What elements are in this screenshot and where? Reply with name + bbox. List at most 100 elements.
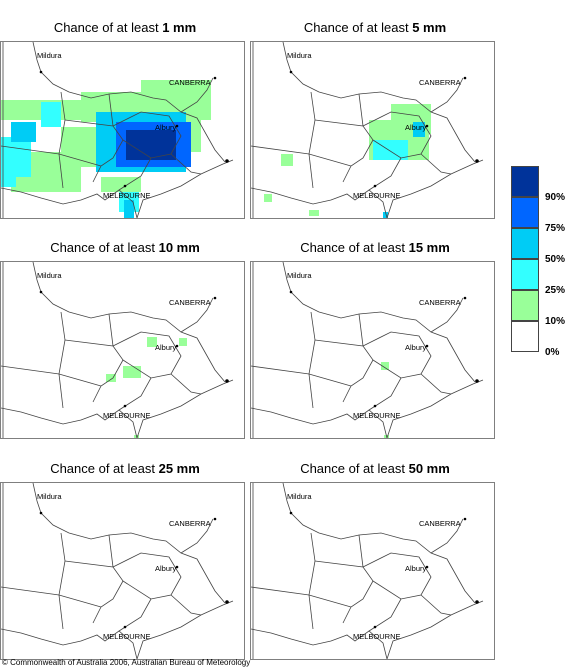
boundary-line [308, 532, 316, 630]
city-label-mildura: Mildura [287, 51, 312, 60]
city-dot [289, 70, 293, 74]
boundary-line [1, 159, 234, 218]
boundary-line [1, 145, 102, 167]
city-label-albury: Albury [155, 123, 177, 132]
city-dot [425, 124, 429, 128]
probability-cell [281, 154, 293, 166]
legend-label: 0% [545, 347, 560, 358]
boundary-line [180, 77, 214, 113]
probability-legend: 90% 75% 50% 25% 10% 0% [511, 166, 570, 366]
city-dot [123, 404, 127, 408]
boundary-line [112, 552, 182, 600]
city-dot [373, 184, 377, 188]
boundary-line [430, 77, 464, 113]
city-dot [373, 625, 377, 629]
victoria-map: Mildura CANBERRA Albury MELBOURNE [251, 483, 484, 659]
city-dot [39, 511, 43, 515]
legend-swatch-0 [511, 321, 539, 352]
city-label-melbourne: MELBOURNE [353, 632, 401, 641]
boundary-line [1, 586, 102, 608]
city-dot [123, 625, 127, 629]
legend-label: 75% [545, 223, 566, 234]
boundary-line [251, 600, 484, 659]
probability-cell [413, 122, 425, 137]
probability-cell [123, 366, 141, 378]
probability-cell [264, 194, 272, 202]
boundary-line [420, 373, 452, 395]
boundary-line [358, 313, 364, 347]
legend-swatch-10 [511, 290, 539, 321]
probability-cell [179, 338, 187, 346]
map-frame: Mildura CANBERRA Albury MELBOURNE [0, 41, 245, 219]
boundary-line [1, 365, 102, 387]
probability-cell [124, 200, 134, 218]
city-dot [175, 344, 179, 348]
map-frame: Mildura CANBERRA Albury MELBOURNE [0, 261, 245, 439]
map-frame: Mildura CANBERRA Albury MELBOURNE [250, 261, 495, 439]
city-dot [213, 296, 217, 300]
victoria-map: Mildura CANBERRA Albury MELBOURNE [1, 483, 234, 659]
city-label-albury: Albury [155, 343, 177, 352]
panel-title: Chance of at least 15 mm [300, 240, 450, 255]
map-frame: Mildura CANBERRA Albury MELBOURNE [250, 482, 495, 660]
boundary-line [1, 379, 234, 438]
city-label-melbourne: MELBOURNE [103, 411, 151, 420]
probability-cells [381, 362, 389, 438]
city-dot [463, 517, 467, 521]
legend-label: 90% [545, 192, 566, 203]
legend-label: 10% [545, 316, 566, 327]
boundary-line [180, 518, 214, 554]
city-dot [463, 76, 467, 80]
city-label-melbourne: MELBOURNE [353, 191, 401, 200]
boundary-line [64, 119, 124, 183]
city-label-mildura: Mildura [37, 51, 62, 60]
boundary-line [32, 483, 226, 604]
city-label-mildura: Mildura [287, 492, 312, 501]
boundary-line [314, 560, 374, 624]
legend-swatch-90 [511, 166, 539, 197]
victoria-map: Mildura CANBERRA Albury MELBOURNE [251, 42, 484, 218]
coast-marker [225, 600, 229, 604]
victoria-map: Mildura CANBERRA Albury MELBOURNE [251, 262, 484, 438]
boundary-line [118, 157, 152, 191]
probability-cell [147, 337, 157, 347]
boundary-line [32, 42, 226, 163]
city-dot [213, 517, 217, 521]
city-dot [425, 344, 429, 348]
boundary-line [32, 262, 226, 383]
panel-title: Chance of at least 50 mm [300, 461, 450, 476]
boundary-line [108, 93, 114, 127]
boundary-line [251, 586, 352, 608]
boundary-line [118, 377, 152, 411]
city-dot [463, 296, 467, 300]
map-boundaries [251, 42, 484, 218]
boundary-line [368, 598, 402, 632]
map-boundaries [1, 42, 234, 218]
probability-cells [264, 104, 431, 218]
probability-cell [373, 140, 408, 160]
probability-cell [383, 212, 388, 218]
boundary-line [118, 598, 152, 632]
city-dot [289, 290, 293, 294]
boundary-line [368, 377, 402, 411]
boundary-line [358, 534, 364, 568]
boundary-line [420, 594, 452, 616]
city-dot [39, 290, 43, 294]
boundary-line [251, 159, 484, 218]
probability-cell [381, 362, 389, 370]
boundary-line [430, 297, 464, 333]
boundary-line [308, 311, 316, 409]
map-boundaries [1, 262, 234, 438]
city-label-melbourne: MELBOURNE [353, 411, 401, 420]
panel-title: Chance of at least 25 mm [50, 461, 200, 476]
city-label-mildura: Mildura [37, 271, 62, 280]
boundary-line [420, 153, 452, 175]
legend-label: 50% [545, 254, 566, 265]
city-label-melbourne: MELBOURNE [103, 191, 151, 200]
city-label-canberra: CANBERRA [419, 78, 461, 87]
boundary-line [251, 145, 352, 167]
city-dot [425, 565, 429, 569]
panel-title: Chance of at least 1 mm [53, 20, 197, 35]
city-label-mildura: Mildura [287, 271, 312, 280]
boundary-line [308, 91, 316, 189]
